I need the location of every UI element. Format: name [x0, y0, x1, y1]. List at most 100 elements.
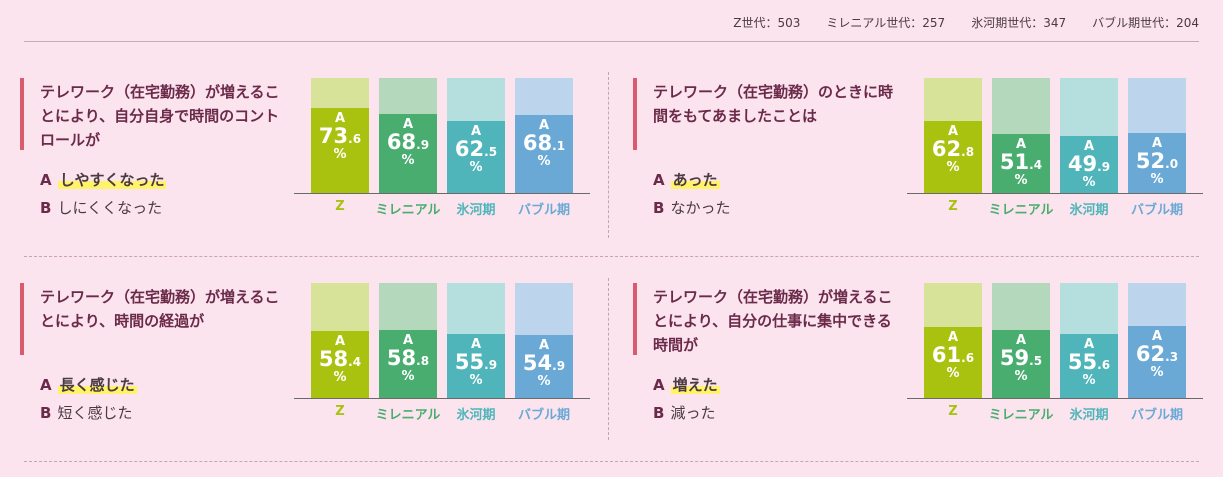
legend-millennial: ミレニアル世代：257 — [826, 16, 946, 30]
percent-sign: % — [401, 369, 415, 385]
question-accent-bar — [20, 78, 24, 150]
value-decimal: .4 — [348, 354, 362, 369]
answer-a-tag: A — [40, 171, 52, 189]
bar-fill — [1060, 334, 1118, 398]
percent-sign: % — [333, 147, 347, 163]
category-label: Z — [335, 199, 345, 214]
bar-value-label: A 61.6% — [924, 331, 982, 380]
value-integer: 55 — [1067, 350, 1098, 375]
value-decimal: .0 — [1165, 157, 1179, 172]
value-decimal: .5 — [484, 145, 498, 160]
question-panel-spare-time: テレワーク（在宅勤務）のときに時間をもてあましたことは A あった B なかった A… — [633, 78, 1213, 258]
bar-value-label: A 51.4% — [992, 138, 1050, 187]
bar-value-label: A 62.3% — [1128, 330, 1186, 379]
value-decimal: .6 — [348, 132, 362, 147]
percent-sign: % — [469, 160, 483, 176]
bar-value-label: A 68.9% — [379, 118, 437, 167]
question-panel-time-passage: テレワーク（在宅勤務）が増えることにより、時間の経過が A 長く感じた B 短く感じ… — [20, 283, 600, 463]
bar-fill — [447, 121, 505, 193]
value-decimal: .6 — [961, 351, 975, 366]
value-integer: 73 — [318, 124, 349, 149]
bar-fill — [1128, 326, 1186, 398]
answer-a-marker: A — [470, 336, 482, 352]
category-label: 氷河期 — [456, 408, 496, 423]
answer-b-tag: B — [40, 199, 52, 217]
value-decimal: .8 — [416, 354, 430, 369]
answer-a-marker: A — [402, 333, 414, 349]
bar-fill — [1128, 133, 1186, 193]
bar-fill — [1060, 135, 1118, 193]
answer-a-marker: A — [1083, 138, 1095, 154]
sample-size-legend: Z世代：503 ミレニアル世代：257 氷河期世代：347 バブル期世代：204 — [733, 14, 1199, 31]
answer-b: B しにくくなった — [40, 197, 162, 218]
chart-baseline — [294, 193, 590, 194]
bar-fill — [924, 120, 982, 193]
answer-a-marker: A — [470, 124, 482, 140]
answer-a-tag: A — [653, 376, 665, 394]
value-integer: 68 — [386, 129, 417, 154]
bar-chart: A 62.8% Z A 51.4% ミレニアル A 49.9% 氷河期 A 52.0% バブル期 — [907, 78, 1203, 228]
answer-a-text: 長く感じた — [57, 376, 137, 394]
value-integer: 59 — [999, 345, 1030, 370]
category-label: Z — [335, 404, 345, 419]
bar: A 54.9% — [515, 283, 573, 398]
question-text: テレワーク（在宅勤務）が増えることにより、自分自身で時間のコントロールが — [40, 83, 280, 149]
question-accent-bar — [20, 283, 24, 355]
bar: A 62.5% — [447, 78, 505, 193]
value-decimal: .6 — [1097, 358, 1111, 373]
column-divider-top — [608, 72, 609, 238]
bar: A 59.5% — [992, 283, 1050, 398]
percent-sign: % — [946, 366, 960, 382]
bar-value-label: A 68.1% — [515, 119, 573, 168]
value-decimal: .9 — [552, 358, 566, 373]
bar-fill — [924, 327, 982, 398]
bar-fill — [515, 334, 573, 398]
percent-sign: % — [401, 152, 415, 168]
category-label: バブル期 — [517, 203, 570, 218]
answer-a: A 長く感じた — [40, 374, 137, 395]
bar-value-label: A 62.5% — [447, 125, 505, 174]
answer-a-tag: A — [40, 376, 52, 394]
bar-value-label: A 62.8% — [924, 125, 982, 174]
answer-a-tag: A — [653, 171, 665, 189]
value-decimal: .3 — [1165, 350, 1179, 365]
chart-baseline — [907, 398, 1203, 399]
category-label: ミレニアル — [988, 408, 1054, 423]
bar: A 55.6% — [1060, 283, 1118, 398]
answer-a-marker: A — [1015, 136, 1027, 152]
value-decimal: .9 — [1097, 159, 1111, 174]
bar-fill — [311, 108, 369, 193]
value-integer: 52 — [1135, 149, 1166, 174]
column-divider-bottom — [608, 278, 609, 440]
value-integer: 61 — [931, 343, 962, 368]
bottom-divider — [24, 461, 1199, 462]
question-accent-bar — [633, 78, 637, 150]
value-integer: 58 — [318, 346, 349, 371]
category-label: バブル期 — [517, 408, 570, 423]
value-integer: 58 — [386, 346, 417, 371]
bar: A 49.9% — [1060, 78, 1118, 193]
answer-b-tag: B — [40, 404, 52, 422]
bar: A 68.1% — [515, 78, 573, 193]
answer-a-text: あった — [670, 171, 720, 189]
question-text: テレワーク（在宅勤務）が増えることにより、時間の経過が — [40, 288, 280, 330]
value-integer: 55 — [454, 349, 485, 374]
percent-sign: % — [333, 369, 347, 385]
category-label: ミレニアル — [375, 408, 441, 423]
category-label: ミレニアル — [375, 203, 441, 218]
value-integer: 62 — [454, 137, 485, 162]
value-integer: 62 — [1135, 342, 1166, 367]
top-divider — [24, 41, 1199, 42]
bar-value-label: A 55.6% — [1060, 338, 1118, 387]
percent-sign: % — [469, 372, 483, 388]
answer-a: A あった — [653, 169, 720, 190]
answer-a-marker: A — [947, 123, 959, 139]
percent-sign: % — [1014, 172, 1028, 188]
answer-a-marker: A — [538, 117, 550, 133]
bar-fill — [447, 333, 505, 398]
answer-a-text: しやすくなった — [57, 171, 167, 189]
bar: A 68.9% — [379, 78, 437, 193]
answer-b-text: 短く感じた — [57, 404, 133, 422]
percent-sign: % — [1014, 368, 1028, 384]
bar-chart: A 73.6% Z A 68.9% ミレニアル A 62.5% 氷河期 A 68.1% バブル期 — [294, 78, 590, 228]
